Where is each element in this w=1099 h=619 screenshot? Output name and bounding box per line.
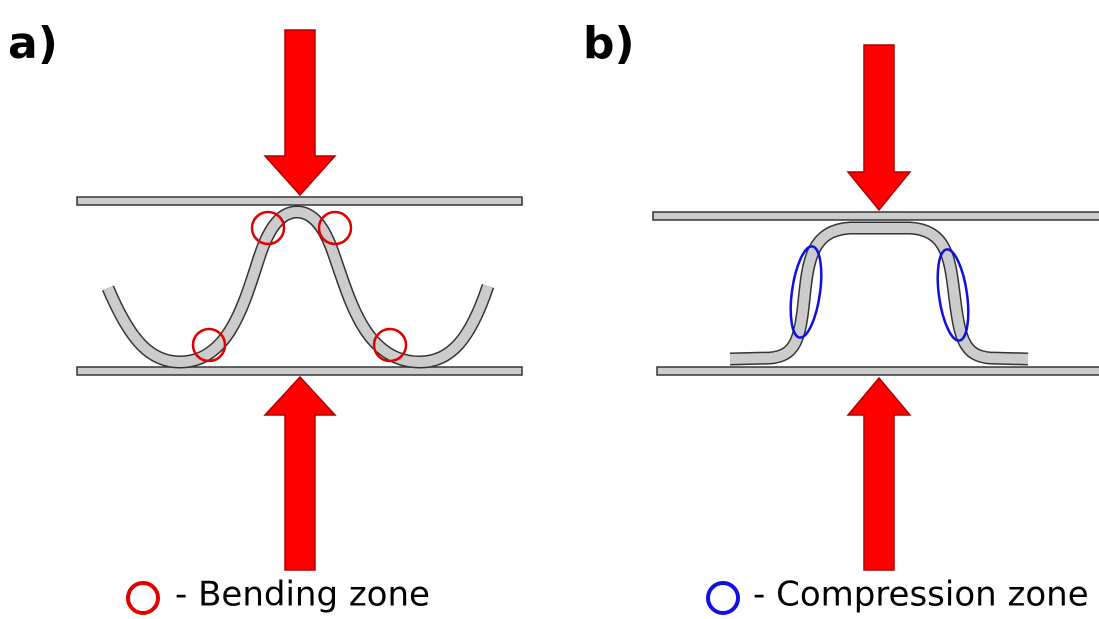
arrow-up (263, 375, 337, 571)
arrow-up (846, 376, 912, 571)
compression-zone (936, 248, 970, 342)
bending-zone (191, 327, 227, 363)
compression-zone (789, 245, 823, 339)
strip (103, 206, 493, 368)
top-plate (76, 196, 523, 206)
bending-zone (372, 327, 408, 363)
panel-label: a) (8, 18, 58, 69)
legend-icon (706, 581, 740, 615)
panel-b: b) - Compression zone (583, 18, 1099, 615)
strip (729, 223, 1029, 364)
bottom-plate (76, 366, 523, 376)
arrow-down (846, 44, 912, 212)
legend-icon (126, 581, 160, 615)
arrow-down (263, 29, 337, 197)
legend-text: - Bending zone (175, 575, 430, 615)
bending-zone (250, 210, 286, 246)
strip-outline (729, 221, 1029, 366)
bottom-plate (656, 366, 1099, 376)
panel-label: b) (583, 18, 635, 69)
bending-zone (317, 210, 353, 246)
strip-outline (102, 205, 495, 369)
top-plate (652, 211, 1099, 221)
legend-text: - Compression zone (753, 575, 1089, 615)
panel-a: a) - Bending zone (8, 18, 523, 615)
